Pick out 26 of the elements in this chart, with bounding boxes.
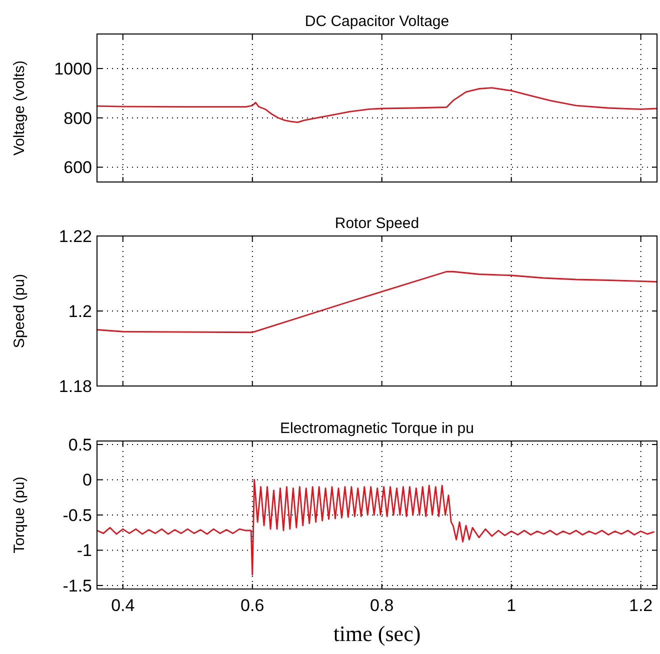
x-tick-label: 0.4 — [111, 596, 135, 615]
chart-title: DC Capacitor Voltage — [304, 13, 450, 30]
y-tick-label: 800 — [64, 108, 92, 128]
x-axis-title: time (sec) — [333, 621, 421, 646]
y-axis-title: Torque (pu) — [11, 476, 28, 554]
x-tick-label: 1.2 — [628, 596, 653, 615]
y-tick-label: 1.22 — [58, 226, 92, 246]
y-tick-label: 1.2 — [68, 302, 92, 321]
y-tick-label: -1 — [76, 541, 92, 560]
y-tick-label: -1.5 — [62, 576, 92, 596]
y-axis-title: Voltage (volts) — [11, 60, 28, 156]
y-axis-title: Speed (pu) — [11, 274, 28, 348]
x-tick-label: 1 — [506, 596, 516, 615]
y-tick-label: 0 — [82, 470, 92, 490]
chart-title: Electromagnetic Torque in pu — [280, 420, 474, 437]
line-series — [96, 87, 658, 124]
chart-title: Rotor Speed — [334, 215, 420, 232]
y-tick-label: -0.5 — [62, 506, 92, 525]
x-tick-label: 0.6 — [240, 596, 264, 615]
y-tick-label: 1000 — [54, 59, 92, 78]
line-series — [96, 479, 654, 576]
y-tick-label: 1.18 — [58, 376, 92, 396]
line-series — [96, 270, 658, 334]
x-tick-label: 0.8 — [370, 596, 394, 615]
y-tick-label: 0.5 — [68, 435, 92, 454]
y-tick-label: 600 — [64, 158, 92, 178]
